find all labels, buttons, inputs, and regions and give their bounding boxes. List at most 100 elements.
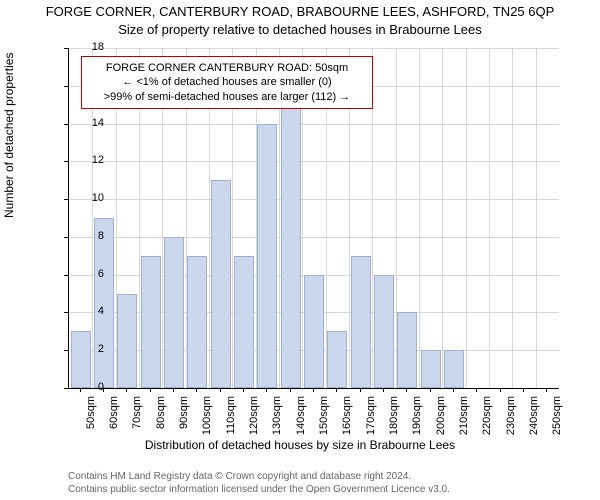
x-tick-label: 90sqm <box>178 396 190 446</box>
y-tick-label: 4 <box>74 305 104 317</box>
y-tick-label: 10 <box>74 192 104 204</box>
footer-line-1: Contains HM Land Registry data © Crown c… <box>68 470 450 483</box>
x-tick-mark <box>360 388 361 392</box>
x-tick-mark <box>220 388 221 392</box>
x-tick-mark <box>523 388 524 392</box>
y-tick-label: 2 <box>74 343 104 355</box>
x-tick-mark <box>266 388 267 392</box>
plot-area: FORGE CORNER CANTERBURY ROAD: 50sqm ← <1… <box>68 48 559 389</box>
bar <box>141 256 161 388</box>
x-tick-mark <box>243 388 244 392</box>
bar <box>281 105 301 388</box>
x-tick-label: 80sqm <box>155 396 167 446</box>
gridline-v <box>536 48 537 388</box>
x-tick-mark <box>196 388 197 392</box>
bar <box>351 256 371 388</box>
bar <box>117 294 137 388</box>
x-tick-mark <box>336 388 337 392</box>
gridline-h <box>69 237 559 238</box>
gridline-v <box>466 48 467 388</box>
bar <box>444 350 464 388</box>
x-tick-label: 140sqm <box>295 396 307 446</box>
annotation-line-1: FORGE CORNER CANTERBURY ROAD: 50sqm <box>86 61 368 75</box>
y-tick-mark <box>64 86 68 87</box>
x-tick-label: 230sqm <box>505 396 517 446</box>
y-tick-mark <box>64 237 68 238</box>
x-tick-label: 220sqm <box>481 396 493 446</box>
bar <box>397 312 417 388</box>
x-tick-mark <box>126 388 127 392</box>
gridline-v <box>512 48 513 388</box>
gridline-h <box>69 48 559 49</box>
gridline-h <box>69 199 559 200</box>
y-tick-label: 12 <box>74 154 104 166</box>
x-tick-mark <box>476 388 477 392</box>
y-tick-label: 8 <box>74 230 104 242</box>
x-tick-label: 250sqm <box>551 396 563 446</box>
x-tick-mark <box>500 388 501 392</box>
annotation-box: FORGE CORNER CANTERBURY ROAD: 50sqm ← <1… <box>81 56 373 109</box>
x-tick-mark <box>406 388 407 392</box>
x-tick-label: 50sqm <box>85 396 97 446</box>
y-tick-label: 14 <box>74 117 104 129</box>
bar <box>211 180 231 388</box>
annotation-line-2: ← <1% of detached houses are smaller (0) <box>86 75 368 89</box>
y-tick-mark <box>64 161 68 162</box>
bar <box>187 256 207 388</box>
x-tick-mark <box>546 388 547 392</box>
x-tick-mark <box>173 388 174 392</box>
gridline-v <box>419 48 420 388</box>
y-tick-mark <box>64 275 68 276</box>
x-tick-label: 240sqm <box>528 396 540 446</box>
x-tick-mark <box>453 388 454 392</box>
y-tick-mark <box>64 124 68 125</box>
x-tick-mark <box>150 388 151 392</box>
x-tick-label: 70sqm <box>131 396 143 446</box>
x-tick-label: 210sqm <box>458 396 470 446</box>
x-tick-label: 170sqm <box>365 396 377 446</box>
bar <box>421 350 441 388</box>
x-tick-label: 160sqm <box>341 396 353 446</box>
x-tick-mark <box>313 388 314 392</box>
x-tick-label: 110sqm <box>225 396 237 446</box>
footer-text: Contains HM Land Registry data © Crown c… <box>68 470 450 496</box>
gridline-v <box>489 48 490 388</box>
bar <box>257 124 277 388</box>
x-tick-mark <box>383 388 384 392</box>
y-tick-mark <box>64 388 68 389</box>
x-tick-label: 100sqm <box>201 396 213 446</box>
title-line-2: Size of property relative to detached ho… <box>0 22 600 37</box>
gridline-v <box>442 48 443 388</box>
x-tick-label: 60sqm <box>108 396 120 446</box>
x-tick-mark <box>80 388 81 392</box>
x-tick-label: 120sqm <box>248 396 260 446</box>
bar <box>327 331 347 388</box>
y-tick-mark <box>64 312 68 313</box>
y-tick-mark <box>64 48 68 49</box>
bar <box>234 256 254 388</box>
bar <box>374 275 394 388</box>
bar <box>164 237 184 388</box>
x-tick-mark <box>430 388 431 392</box>
x-tick-label: 150sqm <box>318 396 330 446</box>
y-tick-label: 18 <box>74 41 104 53</box>
x-tick-label: 130sqm <box>271 396 283 446</box>
y-axis-label: Number of detached properties <box>2 53 16 218</box>
bar <box>94 218 114 388</box>
y-tick-mark <box>64 350 68 351</box>
x-tick-mark <box>103 388 104 392</box>
x-tick-label: 180sqm <box>388 396 400 446</box>
footer-line-2: Contains public sector information licen… <box>68 483 450 496</box>
y-tick-mark <box>64 199 68 200</box>
x-tick-label: 200sqm <box>435 396 447 446</box>
annotation-line-3: >99% of semi-detached houses are larger … <box>86 90 368 104</box>
gridline-h <box>69 124 559 125</box>
x-tick-label: 190sqm <box>411 396 423 446</box>
y-tick-label: 0 <box>74 381 104 393</box>
bar <box>304 275 324 388</box>
gridline-h <box>69 161 559 162</box>
x-tick-mark <box>290 388 291 392</box>
title-line-1: FORGE CORNER, CANTERBURY ROAD, BRABOURNE… <box>0 4 600 19</box>
y-tick-label: 6 <box>74 268 104 280</box>
bar <box>71 331 91 388</box>
